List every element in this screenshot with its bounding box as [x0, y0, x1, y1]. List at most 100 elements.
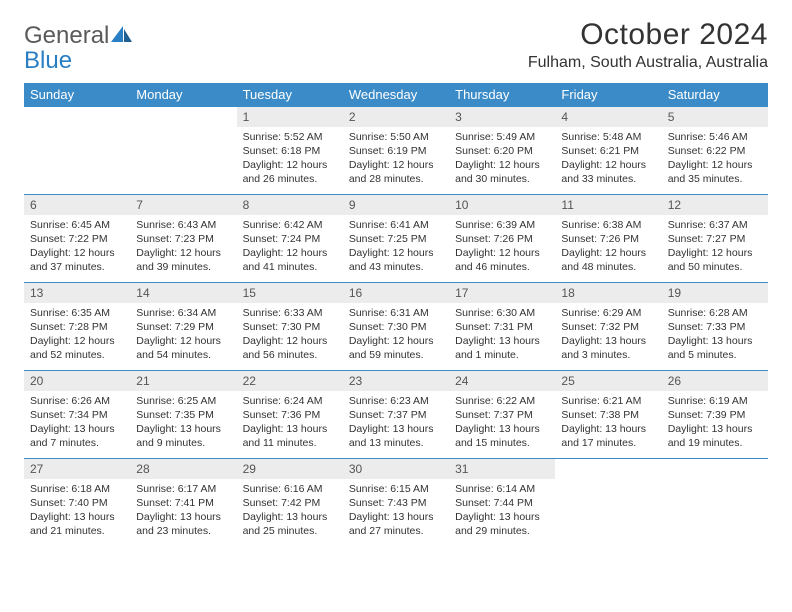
- calendar-cell: 8Sunrise: 6:42 AMSunset: 7:24 PMDaylight…: [237, 194, 343, 282]
- weekday-header: Sunday: [24, 83, 130, 107]
- calendar-cell: 23Sunrise: 6:23 AMSunset: 7:37 PMDayligh…: [343, 370, 449, 458]
- day-details: Sunrise: 6:28 AMSunset: 7:33 PMDaylight:…: [662, 303, 768, 369]
- day-number: 3: [449, 107, 555, 127]
- logo-text-blue: Blue: [24, 47, 72, 74]
- day-details: Sunrise: 6:21 AMSunset: 7:38 PMDaylight:…: [555, 391, 661, 457]
- day-number: 12: [662, 195, 768, 215]
- calendar-cell: 24Sunrise: 6:22 AMSunset: 7:37 PMDayligh…: [449, 370, 555, 458]
- calendar-cell: 9Sunrise: 6:41 AMSunset: 7:25 PMDaylight…: [343, 194, 449, 282]
- calendar-cell: 18Sunrise: 6:29 AMSunset: 7:32 PMDayligh…: [555, 282, 661, 370]
- day-number: 8: [237, 195, 343, 215]
- day-details: Sunrise: 6:19 AMSunset: 7:39 PMDaylight:…: [662, 391, 768, 457]
- calendar-cell: 7Sunrise: 6:43 AMSunset: 7:23 PMDaylight…: [130, 194, 236, 282]
- calendar-row: 13Sunrise: 6:35 AMSunset: 7:28 PMDayligh…: [24, 282, 768, 370]
- calendar-row: 27Sunrise: 6:18 AMSunset: 7:40 PMDayligh…: [24, 458, 768, 546]
- day-details: Sunrise: 5:52 AMSunset: 6:18 PMDaylight:…: [237, 127, 343, 193]
- day-details: Sunrise: 6:43 AMSunset: 7:23 PMDaylight:…: [130, 215, 236, 281]
- day-details: Sunrise: 6:30 AMSunset: 7:31 PMDaylight:…: [449, 303, 555, 369]
- calendar-cell: 15Sunrise: 6:33 AMSunset: 7:30 PMDayligh…: [237, 282, 343, 370]
- day-number: 29: [237, 459, 343, 479]
- day-details: Sunrise: 6:22 AMSunset: 7:37 PMDaylight:…: [449, 391, 555, 457]
- calendar-cell: 5Sunrise: 5:46 AMSunset: 6:22 PMDaylight…: [662, 106, 768, 194]
- calendar-cell: 21Sunrise: 6:25 AMSunset: 7:35 PMDayligh…: [130, 370, 236, 458]
- day-details: Sunrise: 5:46 AMSunset: 6:22 PMDaylight:…: [662, 127, 768, 193]
- day-details: Sunrise: 6:31 AMSunset: 7:30 PMDaylight:…: [343, 303, 449, 369]
- day-details: Sunrise: 6:34 AMSunset: 7:29 PMDaylight:…: [130, 303, 236, 369]
- calendar-cell: 16Sunrise: 6:31 AMSunset: 7:30 PMDayligh…: [343, 282, 449, 370]
- day-number: 27: [24, 459, 130, 479]
- calendar-table: SundayMondayTuesdayWednesdayThursdayFrid…: [24, 83, 768, 547]
- day-number: 5: [662, 107, 768, 127]
- day-details: Sunrise: 6:39 AMSunset: 7:26 PMDaylight:…: [449, 215, 555, 281]
- day-details: Sunrise: 6:35 AMSunset: 7:28 PMDaylight:…: [24, 303, 130, 369]
- day-details: Sunrise: 6:29 AMSunset: 7:32 PMDaylight:…: [555, 303, 661, 369]
- calendar-cell: 28Sunrise: 6:17 AMSunset: 7:41 PMDayligh…: [130, 458, 236, 546]
- day-number: 28: [130, 459, 236, 479]
- day-number: 25: [555, 371, 661, 391]
- day-number: 16: [343, 283, 449, 303]
- calendar-cell: 4Sunrise: 5:48 AMSunset: 6:21 PMDaylight…: [555, 106, 661, 194]
- day-number: 6: [24, 195, 130, 215]
- header: General Blue October 2024 Fulham, South …: [24, 18, 768, 73]
- day-number: 9: [343, 195, 449, 215]
- calendar-cell: 19Sunrise: 6:28 AMSunset: 7:33 PMDayligh…: [662, 282, 768, 370]
- weekday-header: Tuesday: [237, 83, 343, 107]
- calendar-cell: 26Sunrise: 6:19 AMSunset: 7:39 PMDayligh…: [662, 370, 768, 458]
- day-details: Sunrise: 6:15 AMSunset: 7:43 PMDaylight:…: [343, 479, 449, 545]
- day-number: 26: [662, 371, 768, 391]
- day-details: Sunrise: 5:49 AMSunset: 6:20 PMDaylight:…: [449, 127, 555, 193]
- day-number: 7: [130, 195, 236, 215]
- calendar-body: 1Sunrise: 5:52 AMSunset: 6:18 PMDaylight…: [24, 106, 768, 546]
- day-details: Sunrise: 6:17 AMSunset: 7:41 PMDaylight:…: [130, 479, 236, 545]
- day-details: Sunrise: 6:42 AMSunset: 7:24 PMDaylight:…: [237, 215, 343, 281]
- day-number: 1: [237, 107, 343, 127]
- day-details: Sunrise: 6:16 AMSunset: 7:42 PMDaylight:…: [237, 479, 343, 545]
- calendar-cell: 3Sunrise: 5:49 AMSunset: 6:20 PMDaylight…: [449, 106, 555, 194]
- day-number: 18: [555, 283, 661, 303]
- calendar-head: SundayMondayTuesdayWednesdayThursdayFrid…: [24, 83, 768, 107]
- day-number: 30: [343, 459, 449, 479]
- logo: General Blue: [24, 18, 133, 73]
- calendar-cell: 25Sunrise: 6:21 AMSunset: 7:38 PMDayligh…: [555, 370, 661, 458]
- calendar-cell: 27Sunrise: 6:18 AMSunset: 7:40 PMDayligh…: [24, 458, 130, 546]
- calendar-cell: 14Sunrise: 6:34 AMSunset: 7:29 PMDayligh…: [130, 282, 236, 370]
- weekday-header: Monday: [130, 83, 236, 107]
- calendar-cell-empty: [555, 458, 661, 546]
- day-number: 13: [24, 283, 130, 303]
- day-details: Sunrise: 6:37 AMSunset: 7:27 PMDaylight:…: [662, 215, 768, 281]
- day-number: 15: [237, 283, 343, 303]
- day-details: Sunrise: 6:38 AMSunset: 7:26 PMDaylight:…: [555, 215, 661, 281]
- day-details: Sunrise: 6:33 AMSunset: 7:30 PMDaylight:…: [237, 303, 343, 369]
- day-number: 20: [24, 371, 130, 391]
- day-details: Sunrise: 6:45 AMSunset: 7:22 PMDaylight:…: [24, 215, 130, 281]
- calendar-cell-empty: [662, 458, 768, 546]
- calendar-cell: 29Sunrise: 6:16 AMSunset: 7:42 PMDayligh…: [237, 458, 343, 546]
- day-number: 11: [555, 195, 661, 215]
- weekday-header: Saturday: [662, 83, 768, 107]
- day-details: Sunrise: 6:41 AMSunset: 7:25 PMDaylight:…: [343, 215, 449, 281]
- day-number: 4: [555, 107, 661, 127]
- day-details: Sunrise: 6:23 AMSunset: 7:37 PMDaylight:…: [343, 391, 449, 457]
- location: Fulham, South Australia, Australia: [528, 54, 768, 72]
- calendar-cell: 6Sunrise: 6:45 AMSunset: 7:22 PMDaylight…: [24, 194, 130, 282]
- logo-sail-icon: [111, 25, 133, 49]
- logo-text-general: General: [24, 22, 109, 49]
- calendar-cell: 2Sunrise: 5:50 AMSunset: 6:19 PMDaylight…: [343, 106, 449, 194]
- day-number: 31: [449, 459, 555, 479]
- calendar-cell: 12Sunrise: 6:37 AMSunset: 7:27 PMDayligh…: [662, 194, 768, 282]
- day-details: Sunrise: 6:18 AMSunset: 7:40 PMDaylight:…: [24, 479, 130, 545]
- month-title: October 2024: [528, 18, 768, 52]
- calendar-cell: 31Sunrise: 6:14 AMSunset: 7:44 PMDayligh…: [449, 458, 555, 546]
- day-number: 22: [237, 371, 343, 391]
- calendar-cell: 17Sunrise: 6:30 AMSunset: 7:31 PMDayligh…: [449, 282, 555, 370]
- day-details: Sunrise: 5:50 AMSunset: 6:19 PMDaylight:…: [343, 127, 449, 193]
- calendar-cell-empty: [130, 106, 236, 194]
- day-details: Sunrise: 6:26 AMSunset: 7:34 PMDaylight:…: [24, 391, 130, 457]
- calendar-row: 1Sunrise: 5:52 AMSunset: 6:18 PMDaylight…: [24, 106, 768, 194]
- day-number: 10: [449, 195, 555, 215]
- day-details: Sunrise: 5:48 AMSunset: 6:21 PMDaylight:…: [555, 127, 661, 193]
- day-number: 21: [130, 371, 236, 391]
- title-block: October 2024 Fulham, South Australia, Au…: [528, 18, 768, 72]
- calendar-cell: 20Sunrise: 6:26 AMSunset: 7:34 PMDayligh…: [24, 370, 130, 458]
- calendar-cell: 30Sunrise: 6:15 AMSunset: 7:43 PMDayligh…: [343, 458, 449, 546]
